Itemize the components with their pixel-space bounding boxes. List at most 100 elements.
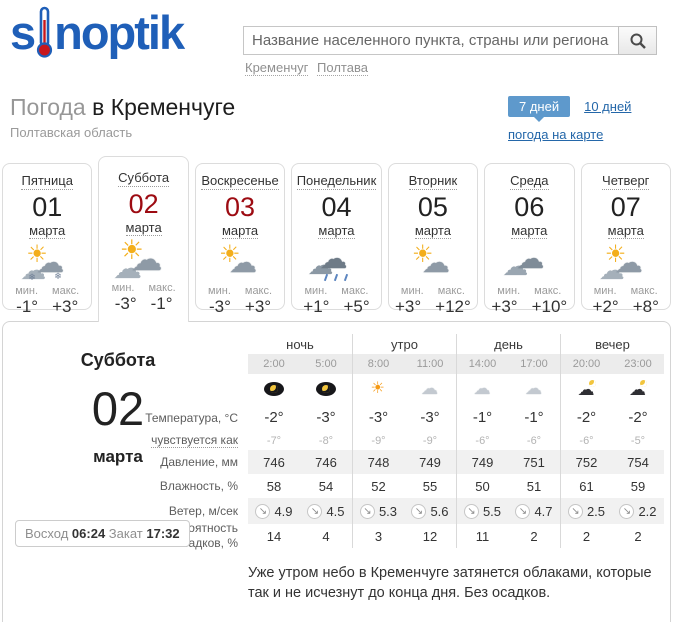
temperature-value: -3°: [316, 409, 336, 426]
min-label: мин.: [593, 285, 617, 297]
day-weather-icon-box: ☀ ☁ ☁: [582, 243, 670, 285]
min-max-labels: мин. макс.: [582, 285, 670, 297]
min-max-values: +3° +12°: [389, 297, 477, 317]
day-name: Понедельник: [296, 173, 377, 190]
min-temp: -1°: [16, 297, 39, 316]
value-cell: 50: [456, 474, 508, 498]
hour-icon-cell: ☁: [456, 374, 508, 404]
value-cell: 4: [322, 528, 330, 544]
page-title: Погода в Кременчуге: [10, 94, 673, 121]
sun-clouds-icon: ☀ ☁ ☁: [598, 241, 643, 285]
min-temp: -3°: [114, 294, 137, 313]
search-input[interactable]: [243, 26, 619, 55]
min-max-labels: мин. макс.: [196, 285, 284, 297]
day-card[interactable]: Пятница 01 марта ☀ ☁ ☁ ❄ ❄ мин. макс. -1° +3°: [2, 163, 93, 316]
wind-speed: 4.7: [534, 503, 553, 519]
temperature-value: -1°: [456, 404, 508, 431]
feels-like-value: -6°: [560, 431, 612, 450]
day-card[interactable]: Воскресенье 03 марта ☀ ☁ мин. макс. -3° +3°: [194, 163, 286, 316]
day-card[interactable]: Понедельник 04 марта ☁ ☁ мин. макс. +1° +5°: [291, 163, 382, 316]
hour-label: 17:00: [508, 354, 560, 374]
wind-value: ↘ 4.5: [300, 498, 352, 524]
row-label: Температура, °C: [145, 410, 238, 425]
moon-icon: [262, 380, 286, 398]
day-month: марта: [607, 223, 644, 239]
pressure-value: 748: [352, 450, 404, 474]
value-cell: 58: [266, 478, 282, 494]
page-title-city: в Кременчуге: [92, 94, 236, 120]
cloud-icon: ☁: [473, 379, 491, 398]
sunrise-label: Восход: [25, 526, 69, 541]
breadcrumb-city-link[interactable]: Кременчуг: [245, 60, 309, 76]
day-detail-panel: Суббота 02 марта Восход 06:24 Закат 17:3…: [2, 321, 671, 622]
day-card[interactable]: Вторник 05 марта ☀ ☁ мин. макс. +3° +12°: [387, 163, 479, 316]
max-temp: +5°: [343, 297, 370, 316]
seven-days-button[interactable]: 7 дней: [508, 96, 571, 122]
wind-value: ↘ 4.9: [248, 498, 300, 524]
weather-map-link[interactable]: погода на карте: [508, 127, 604, 142]
day-card-selected[interactable]: Суббота 02 марта ☀ ☁ ☁ мин. макс. -3° -1°: [98, 156, 189, 322]
row-label[interactable]: чувствуется как: [3, 431, 248, 450]
min-max-labels: мин. макс.: [389, 285, 477, 297]
logo-text-right: noptik: [54, 6, 185, 59]
min-max-values: -1° +3°: [3, 297, 91, 317]
row-label: Влажность, %: [159, 479, 238, 493]
rain-cloud-icon: ☁ ☁: [307, 243, 349, 282]
wind-speed: 5.6: [430, 503, 449, 519]
day-card[interactable]: Четверг 07 марта ☀ ☁ ☁ мин. макс. +2° +8°: [580, 163, 671, 316]
feels-like-value: -8°: [318, 434, 334, 447]
value-cell: 52: [352, 474, 404, 498]
search-button[interactable]: [618, 26, 657, 55]
value-cell: 2: [560, 524, 612, 548]
min-label: мин.: [497, 285, 521, 297]
row-label: Ветер, м/сек: [168, 504, 238, 518]
wind-value: ↘ 2.2: [612, 498, 664, 524]
min-label: мин.: [208, 285, 231, 297]
feels-like-value: -6°: [526, 434, 542, 447]
day-weather-icon-box: ☁ ☁: [292, 243, 380, 285]
day-name: Четверг: [602, 173, 650, 190]
max-temp: +8°: [632, 297, 659, 316]
feels-like-label[interactable]: чувствуется как: [151, 433, 238, 448]
max-temp: +3°: [244, 297, 272, 316]
day-card[interactable]: Среда 06 марта ☁ ☁ мин. макс. +3° +10°: [484, 163, 575, 316]
temperature-value: -3°: [352, 404, 404, 431]
thermometer-icon: [37, 6, 53, 58]
min-temp: +3°: [491, 297, 518, 316]
selected-day-name: Суббота: [80, 350, 156, 370]
feels-like-value: -9°: [422, 434, 438, 447]
min-temp: -3°: [209, 297, 231, 316]
breadcrumb-region-link[interactable]: Полтава: [317, 60, 368, 76]
max-temp: +3°: [52, 297, 79, 316]
hour-label: 5:00: [300, 354, 352, 374]
selected-day-date: 02: [91, 382, 145, 435]
pressure-value: 749: [456, 450, 508, 474]
hour-label: 23:00: [612, 354, 664, 374]
value-cell: 55: [422, 478, 438, 494]
day-cards-row: Пятница 01 марта ☀ ☁ ☁ ❄ ❄ мин. макс. -1° +3° Суббот…: [0, 156, 673, 322]
sunrise-sunset-box: Восход 06:24 Закат 17:32: [15, 520, 190, 547]
temperature-value: -2°: [560, 404, 612, 431]
hour-label: 8:00: [352, 354, 404, 374]
day-name: Воскресенье: [201, 173, 279, 190]
day-date: 05: [417, 192, 448, 222]
wind-value: ↘ 5.5: [456, 498, 508, 524]
min-max-labels: мин. макс.: [485, 285, 573, 297]
day-name: Среда: [510, 173, 549, 190]
hour-icon-cell: [248, 374, 300, 404]
page-title-prefix: Погода: [10, 94, 86, 120]
hour-icon-cell: ☁: [612, 374, 664, 404]
moon-icon: [314, 380, 338, 398]
ten-days-link[interactable]: 10 дней: [584, 99, 632, 114]
cloud-icon: ☁ ☁: [502, 243, 545, 281]
temperature-value: -2°: [628, 409, 648, 426]
selected-day-month: марта: [93, 447, 143, 466]
sun-clouds-icon: ☀ ☁ ☁: [113, 235, 163, 285]
hour-label: 20:00: [560, 354, 612, 374]
day-date: 07: [610, 192, 641, 222]
feels-like-value: -5°: [630, 434, 646, 447]
wind-speed: 4.5: [326, 503, 345, 519]
sinoptik-logo[interactable]: s noptik: [10, 6, 185, 59]
period-controls: 7 дней 10 дней погода на карте: [508, 96, 633, 142]
pressure-value: 746: [248, 450, 300, 474]
